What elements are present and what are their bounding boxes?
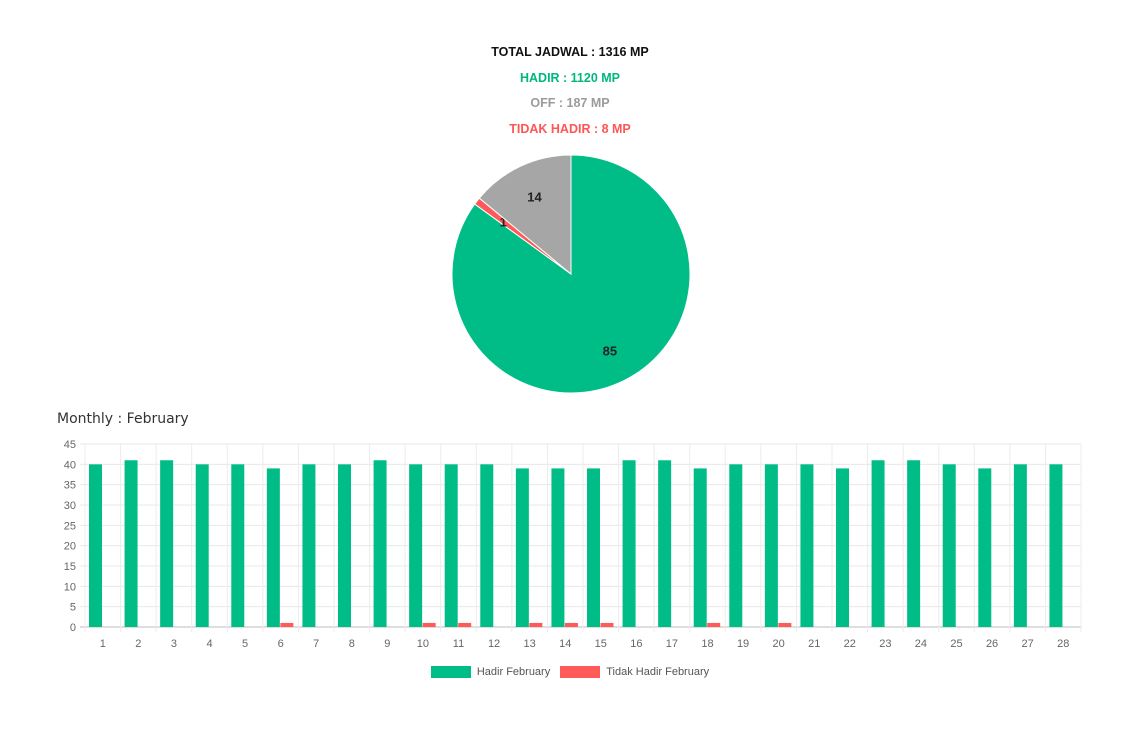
x-tick-label: 19 — [737, 638, 749, 650]
bar-hadir[interactable] — [978, 468, 992, 627]
x-tick-label: 3 — [171, 638, 177, 650]
off-label: OFF : 187 MP — [530, 96, 610, 110]
x-tick-label: 1 — [100, 638, 106, 650]
bar-tidak-hadir[interactable] — [707, 622, 721, 627]
bar-hadir[interactable] — [515, 468, 529, 627]
y-tick-label: 5 — [70, 602, 76, 614]
x-tick-label: 20 — [773, 638, 785, 650]
x-tick-label: 27 — [1022, 638, 1034, 650]
bar-hadir[interactable] — [338, 464, 351, 627]
x-tick-label: 13 — [524, 638, 536, 650]
legend-label-tidak-hadir: Tidak Hadir February — [606, 666, 710, 678]
x-tick-label: 5 — [242, 638, 248, 650]
bar-hadir[interactable] — [444, 464, 458, 627]
bar-hadir[interactable] — [89, 464, 102, 627]
bar-hadir[interactable] — [373, 460, 387, 627]
bar-hadir[interactable] — [871, 460, 885, 627]
x-tick-label: 21 — [808, 638, 820, 650]
x-tick-label: 28 — [1057, 638, 1069, 650]
y-tick-label: 15 — [64, 561, 76, 573]
bar-hadir[interactable] — [622, 460, 636, 627]
monthly-title: Monthly : February — [57, 411, 189, 427]
total-schedule-label: TOTAL JADWAL : 1316 MP — [491, 45, 649, 59]
x-tick-label: 24 — [915, 638, 927, 650]
attendance-pie-chart: 85 1 14 — [451, 154, 691, 394]
bar-hadir[interactable] — [942, 464, 956, 627]
x-tick-label: 10 — [417, 638, 429, 650]
legend-item-hadir[interactable]: Hadir February — [430, 666, 551, 678]
x-tick-label: 11 — [453, 638, 464, 650]
y-tick-label: 0 — [70, 622, 76, 634]
x-tick-label: 22 — [844, 638, 856, 650]
pie-slice-label: 1 — [500, 214, 507, 229]
legend-label-hadir: Hadir February — [476, 666, 551, 678]
x-tick-label: 7 — [313, 638, 319, 650]
bar-hadir[interactable] — [409, 464, 423, 627]
x-tick-label: 12 — [488, 638, 500, 650]
bar-tidak-hadir[interactable] — [600, 622, 614, 627]
bar-hadir[interactable] — [551, 468, 565, 627]
x-tick-label: 9 — [384, 638, 390, 650]
x-tick-label: 17 — [666, 638, 678, 650]
y-tick-label: 45 — [64, 439, 76, 451]
bar-tidak-hadir[interactable] — [280, 622, 294, 627]
y-tick-label: 20 — [64, 541, 76, 553]
x-tick-label: 15 — [595, 638, 607, 650]
x-tick-label: 8 — [349, 638, 355, 650]
bar-tidak-hadir[interactable] — [422, 622, 436, 627]
y-tick-label: 35 — [64, 480, 76, 492]
x-tick-label: 14 — [559, 638, 571, 650]
x-tick-label: 18 — [701, 638, 713, 650]
bar-hadir[interactable] — [195, 464, 209, 627]
x-tick-label: 16 — [630, 638, 642, 650]
bar-hadir[interactable] — [658, 460, 672, 627]
x-tick-label: 23 — [879, 638, 891, 650]
pie-slice-label: 85 — [603, 343, 617, 358]
x-tick-label: 2 — [135, 638, 141, 650]
x-tick-label: 26 — [986, 638, 998, 650]
pie-slice-label: 14 — [527, 189, 542, 204]
present-label: HADIR : 1120 MP — [519, 70, 621, 85]
bar-hadir[interactable] — [729, 464, 743, 627]
bar-hadir[interactable] — [1013, 464, 1027, 627]
bar-hadir[interactable] — [1049, 464, 1063, 627]
bar-hadir[interactable] — [693, 468, 707, 627]
y-tick-label: 40 — [64, 459, 76, 471]
legend-swatch-hadir — [430, 666, 471, 678]
legend-item-tidak-hadir[interactable]: Tidak Hadir February — [560, 666, 709, 678]
legend-swatch-tidak-hadir — [560, 666, 601, 678]
x-tick-label: 6 — [278, 638, 284, 650]
bar-hadir[interactable] — [302, 464, 316, 627]
bar-hadir[interactable] — [124, 460, 138, 627]
bar-tidak-hadir[interactable] — [778, 622, 792, 627]
y-tick-label: 30 — [64, 500, 76, 512]
bar-tidak-hadir[interactable] — [458, 622, 472, 627]
bar-chart-legend: Hadir February Tidak Hadir February — [0, 666, 1140, 678]
y-tick-label: 10 — [64, 581, 76, 593]
bar-hadir[interactable] — [907, 460, 921, 627]
bar-tidak-hadir[interactable] — [564, 622, 578, 627]
bar-hadir[interactable] — [800, 464, 814, 627]
bar-hadir[interactable] — [266, 468, 280, 627]
bar-hadir[interactable] — [480, 464, 494, 627]
bar-hadir[interactable] — [231, 464, 245, 627]
bar-hadir[interactable] — [836, 468, 849, 627]
bar-hadir[interactable] — [160, 460, 174, 627]
summary-block: TOTAL JADWAL : 1316 MP HADIR : 1120 MP O… — [0, 40, 1140, 142]
bar-tidak-hadir[interactable] — [529, 622, 543, 627]
bar-hadir[interactable] — [587, 468, 600, 627]
x-tick-label: 4 — [206, 638, 212, 650]
pie-slice[interactable] — [478, 154, 572, 276]
bar-hadir[interactable] — [764, 464, 778, 627]
absent-label: TIDAK HADIR : 8 MP — [509, 121, 631, 136]
y-tick-label: 25 — [64, 520, 76, 532]
x-tick-label: 25 — [950, 638, 962, 650]
